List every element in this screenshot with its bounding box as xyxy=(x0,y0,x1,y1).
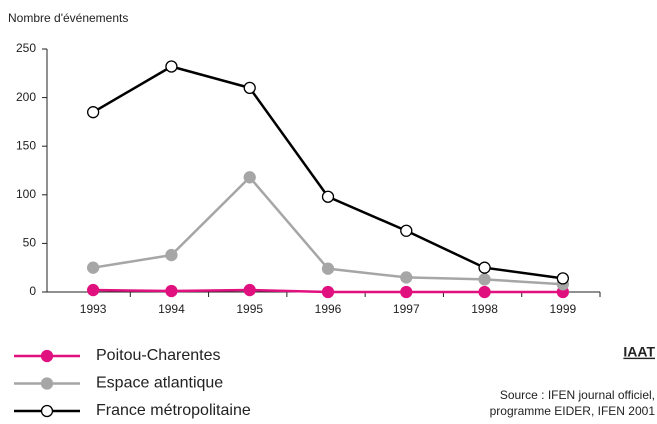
y-tick-label: 0 xyxy=(29,284,36,298)
point xyxy=(165,60,178,73)
point xyxy=(321,262,335,275)
point xyxy=(400,271,413,284)
legend-marker xyxy=(40,404,54,418)
point xyxy=(400,285,413,299)
point xyxy=(478,273,491,286)
legend-marker xyxy=(40,349,54,363)
point xyxy=(86,261,100,274)
point xyxy=(165,248,178,262)
point xyxy=(321,285,335,299)
y-tick-label: 50 xyxy=(23,236,37,250)
point xyxy=(321,190,335,203)
series-line xyxy=(92,65,564,280)
legend-label: France métropolitaine xyxy=(96,402,251,419)
point xyxy=(243,171,256,184)
y-tick-label: 150 xyxy=(16,138,36,152)
point xyxy=(86,283,100,297)
legend-marker xyxy=(40,377,54,390)
point xyxy=(243,81,256,95)
source-line: Source : IFEN journal officiel, xyxy=(500,388,655,402)
x-tick-label: 1994 xyxy=(158,302,185,316)
point xyxy=(243,283,256,297)
x-tick-label: 1996 xyxy=(315,302,342,316)
legend-label: Poitou-Charentes xyxy=(96,347,221,364)
x-tick-label: 1997 xyxy=(393,302,420,316)
point xyxy=(556,272,570,285)
point xyxy=(165,284,178,298)
x-tick-label: 1993 xyxy=(80,302,107,316)
y-axis-label: Nombre d'événements xyxy=(8,11,128,25)
source-line: programme EIDER, IFEN 2001 xyxy=(490,404,656,418)
x-tick-label: 1995 xyxy=(236,302,263,316)
x-tick-label: 1998 xyxy=(471,302,498,316)
y-tick-label: 250 xyxy=(16,41,36,55)
y-tick-label: 100 xyxy=(16,187,36,201)
logo: IAAT xyxy=(623,344,655,360)
x-tick-label: 1999 xyxy=(550,302,577,316)
y-tick-label: 200 xyxy=(16,90,36,104)
point xyxy=(400,224,413,237)
point xyxy=(478,261,491,274)
legend-label: Espace atlantique xyxy=(96,375,223,392)
point xyxy=(478,285,491,299)
point xyxy=(86,106,100,119)
